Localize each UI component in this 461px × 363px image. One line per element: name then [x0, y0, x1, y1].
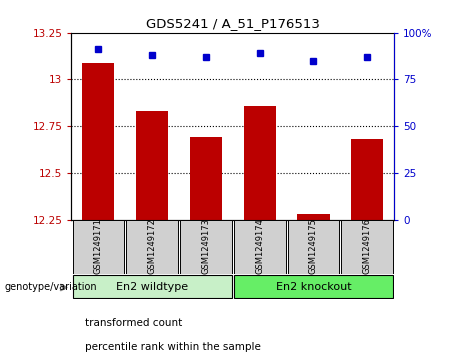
- Text: GSM1249175: GSM1249175: [309, 218, 318, 274]
- FancyBboxPatch shape: [126, 220, 178, 274]
- Text: En2 wildtype: En2 wildtype: [116, 282, 188, 292]
- Bar: [243, 106, 276, 220]
- FancyBboxPatch shape: [234, 220, 285, 274]
- Text: GSM1249173: GSM1249173: [201, 218, 210, 274]
- FancyBboxPatch shape: [288, 220, 339, 274]
- FancyBboxPatch shape: [72, 275, 232, 298]
- Bar: [351, 139, 384, 220]
- Text: GSM1249171: GSM1249171: [94, 218, 103, 274]
- Text: transformed count: transformed count: [85, 318, 183, 328]
- Title: GDS5241 / A_51_P176513: GDS5241 / A_51_P176513: [146, 17, 320, 30]
- Text: En2 knockout: En2 knockout: [276, 282, 351, 292]
- Text: GSM1249172: GSM1249172: [148, 218, 157, 274]
- Text: percentile rank within the sample: percentile rank within the sample: [85, 342, 261, 352]
- FancyBboxPatch shape: [180, 220, 232, 274]
- Text: GSM1249174: GSM1249174: [255, 218, 264, 274]
- Bar: [297, 214, 330, 220]
- Bar: [136, 111, 168, 220]
- Bar: [82, 62, 114, 220]
- Bar: [190, 137, 222, 220]
- Text: GSM1249176: GSM1249176: [363, 218, 372, 274]
- Text: genotype/variation: genotype/variation: [5, 282, 97, 292]
- FancyBboxPatch shape: [234, 275, 393, 298]
- FancyBboxPatch shape: [72, 220, 124, 274]
- FancyBboxPatch shape: [342, 220, 393, 274]
